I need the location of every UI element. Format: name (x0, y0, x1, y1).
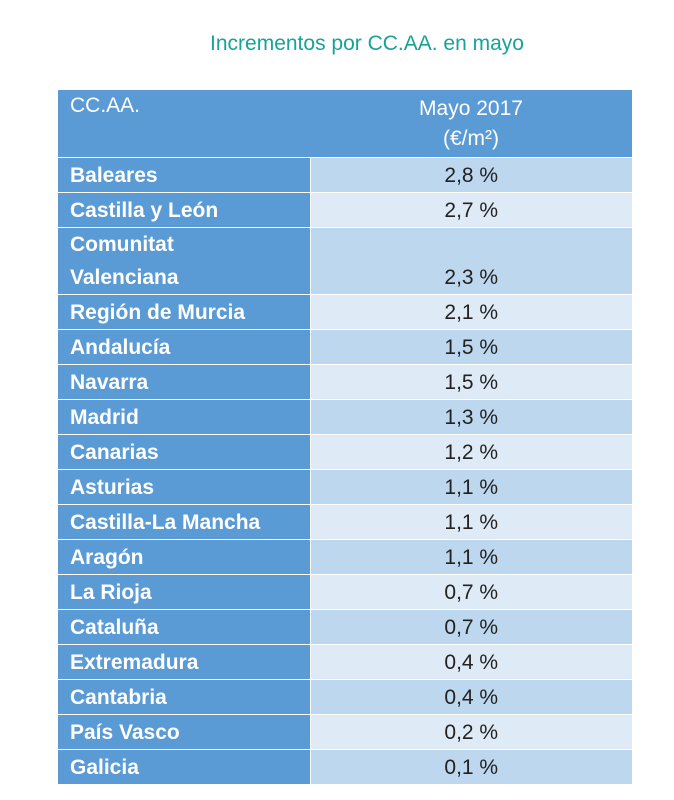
region-value: 0,2 % (309, 714, 632, 750)
region-name: Comunitat Valenciana (58, 227, 310, 295)
region-name: Castilla-La Mancha (58, 504, 310, 540)
region-name: Extremadura (58, 644, 310, 680)
region-value: 1,3 % (309, 399, 632, 435)
header-unit: (€/m²) (443, 127, 499, 150)
region-name: Cantabria (58, 679, 310, 715)
region-name: Castilla y León (58, 192, 310, 228)
region-value: 1,1 % (309, 504, 632, 540)
table-row: La Rioja 0,7 % (58, 574, 632, 610)
region-value: 0,4 % (309, 679, 632, 715)
region-value: 2,7 % (309, 192, 632, 228)
region-value: 0,1 % (309, 749, 632, 784)
region-name: Cataluña (58, 609, 310, 645)
region-name: Madrid (58, 399, 310, 435)
table-row: Navarra 1,5 % (58, 364, 632, 400)
title: Incrementos por CC.AA. en mayo (210, 32, 524, 55)
region-name: Aragón (58, 539, 310, 575)
data-table: CC.AA. Mayo 2017 (€/m²) Baleares 2,8 % Cast… (58, 90, 632, 784)
region-name: Asturias (58, 469, 310, 505)
table-row: Canarias 1,2 % (58, 434, 632, 470)
region-value: 1,1 % (309, 539, 632, 575)
region-value: 0,7 % (309, 574, 632, 610)
header-row: CC.AA. Mayo 2017 (€/m²) (58, 90, 632, 158)
table-row: Baleares 2,8 % (58, 157, 632, 193)
region-value: 0,4 % (309, 644, 632, 680)
table-row: Galicia 0,1 % (58, 749, 632, 784)
region-value: 1,5 % (309, 364, 632, 400)
table-row: Asturias 1,1 % (58, 469, 632, 505)
region-value: 1,1 % (309, 469, 632, 505)
region-name: País Vasco (58, 714, 310, 750)
region-name: Navarra (58, 364, 310, 400)
region-value: 1,2 % (309, 434, 632, 470)
table-row: País Vasco 0,2 % (58, 714, 632, 750)
region-value: 2,1 % (309, 294, 632, 330)
table-row: Extremadura 0,4 % (58, 644, 632, 680)
table-row: Comunitat Valenciana 2,3 % (58, 227, 632, 295)
region-name: Canarias (58, 434, 310, 470)
header-value: Mayo 2017 (€/m²) (310, 90, 632, 158)
header-value-label: Mayo 2017 (419, 97, 523, 120)
table-row: Región de Murcia 2,1 % (58, 294, 632, 330)
table-body: Baleares 2,8 % Castilla y León 2,7 % Comunit… (58, 157, 632, 784)
table-row: Cataluña 0,7 % (58, 609, 632, 645)
table-row: Madrid 1,3 % (58, 399, 632, 435)
table-row: Cantabria 0,4 % (58, 679, 632, 715)
region-value: 2,8 % (309, 157, 632, 193)
table-row: Castilla y León 2,7 % (58, 192, 632, 228)
table-row: Castilla-La Mancha 1,1 % (58, 504, 632, 540)
region-name: Región de Murcia (58, 294, 310, 330)
region-value: 1,5 % (309, 329, 632, 365)
region-value: 2,3 % (309, 227, 632, 295)
region-name: Baleares (58, 157, 310, 193)
region-value: 0,7 % (309, 609, 632, 645)
header-region: CC.AA. (58, 90, 310, 158)
table-row: Andalucía 1,5 % (58, 329, 632, 365)
region-name: Galicia (58, 749, 310, 784)
region-name: Andalucía (58, 329, 310, 365)
region-name: La Rioja (58, 574, 310, 610)
table-row: Aragón 1,1 % (58, 539, 632, 575)
